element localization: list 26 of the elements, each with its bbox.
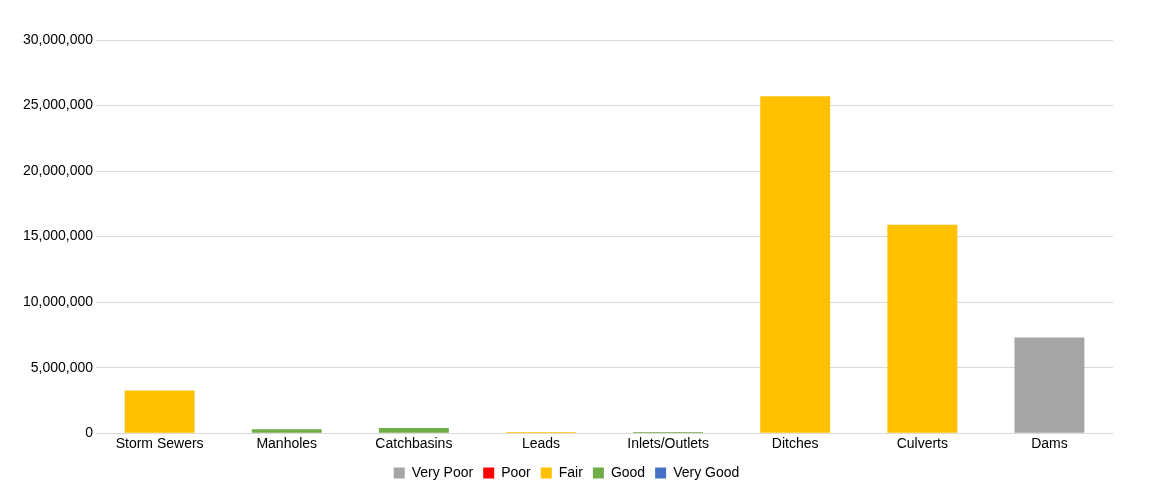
y-tick-label: 20,000,000 xyxy=(22,161,94,178)
legend-label: Very Good xyxy=(673,463,740,480)
y-tick-label: 15,000,000 xyxy=(22,227,94,244)
y-tick-label: 5,000,000 xyxy=(30,358,94,375)
x-tick-label: Leads xyxy=(521,435,561,452)
x-tick-label: Ditches xyxy=(771,435,819,452)
x-tick-label: Catchbasins xyxy=(375,435,453,452)
y-tick-label: 0 xyxy=(85,424,94,441)
bar xyxy=(1014,337,1085,433)
legend-label: Fair xyxy=(558,463,584,480)
bar xyxy=(760,96,831,433)
x-tick-label: Manholes xyxy=(256,435,318,452)
bar xyxy=(124,390,195,433)
bar xyxy=(378,427,449,433)
legend-label: Good xyxy=(610,463,646,480)
bar xyxy=(251,429,322,433)
y-tick-label: 10,000,000 xyxy=(22,292,94,309)
y-tick-label: 30,000,000 xyxy=(22,30,94,47)
bar xyxy=(887,224,958,433)
y-tick-label: 25,000,000 xyxy=(22,96,94,113)
legend-label: Poor xyxy=(501,463,532,480)
x-tick-label: Dams xyxy=(1031,435,1068,452)
legend-label: Very Poor xyxy=(411,463,474,480)
x-tick-label: Storm Sewers xyxy=(115,435,204,452)
x-tick-label: Culverts xyxy=(896,435,949,452)
x-tick-label: Inlets/Outlets xyxy=(627,435,709,452)
